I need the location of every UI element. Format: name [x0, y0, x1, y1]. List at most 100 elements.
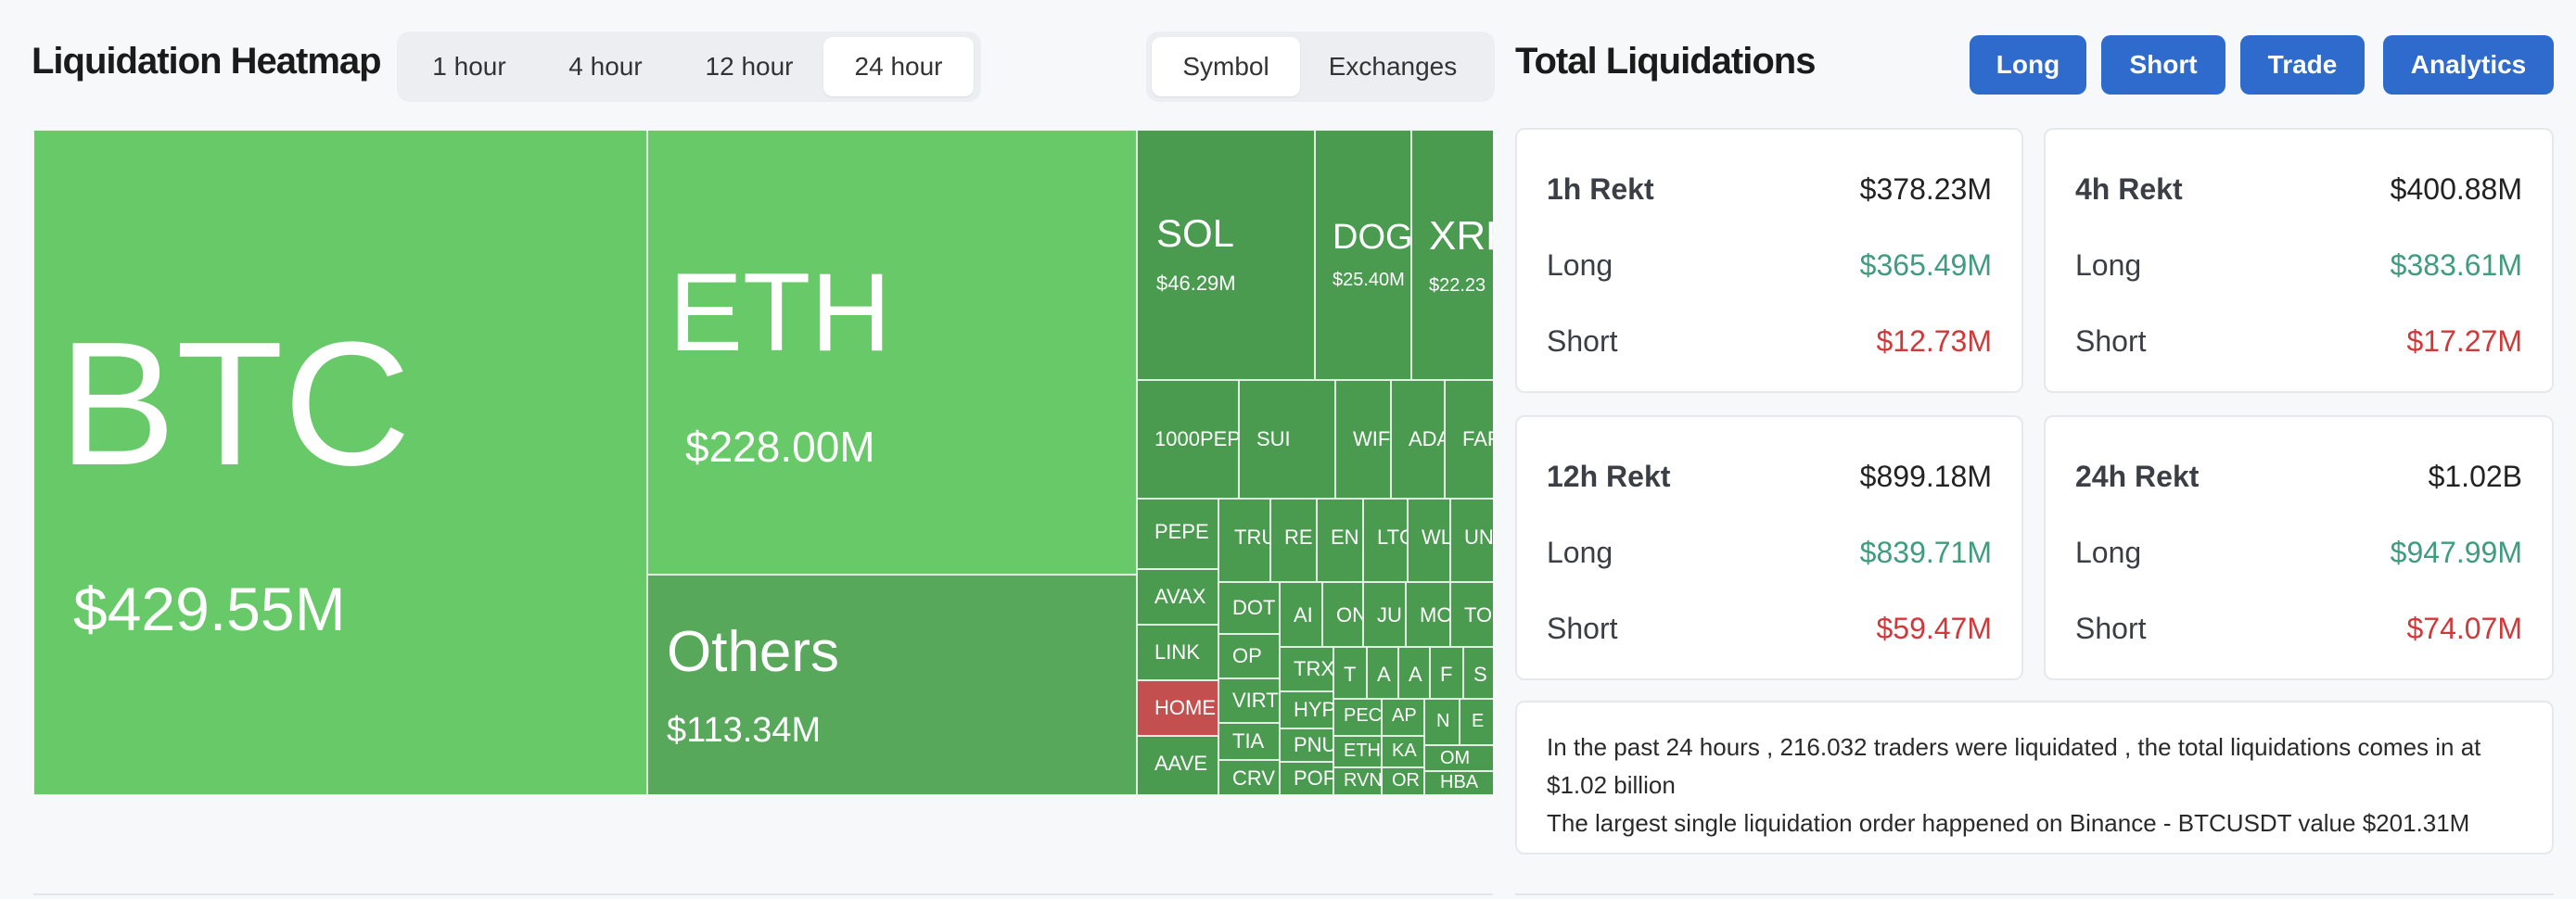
analytics-button[interactable]: Analytics [2383, 35, 2554, 95]
card-long-value: $383.61M [2390, 248, 2522, 282]
divider [1515, 893, 2554, 895]
heatmap-tile-tru[interactable]: TRU [1218, 499, 1270, 582]
heatmap-tile-n[interactable]: N [1424, 699, 1460, 745]
heatmap-tile-s[interactable]: S [1463, 647, 1493, 699]
tile-symbol: WIF [1353, 427, 1391, 450]
heatmap-tile-rvn[interactable]: RVN [1333, 767, 1382, 795]
heatmap-tile-wif[interactable]: WIF [1335, 380, 1391, 499]
tile-symbol: S [1473, 663, 1487, 686]
heatmap-tile-ltc[interactable]: LTC [1363, 499, 1408, 582]
heatmap-tile-eth[interactable]: ETH $228.00M [647, 130, 1137, 575]
heatmap-tile-un[interactable]: UN [1450, 499, 1493, 582]
heatmap-tile-f[interactable]: F [1430, 647, 1463, 699]
card-long-value: $839.71M [1859, 536, 1992, 569]
heatmap-tile-pnu[interactable]: PNU [1280, 728, 1333, 762]
divider [33, 893, 1493, 895]
heatmap-tile-xrp[interactable]: XRP $22.23 [1411, 130, 1493, 380]
card-total: $899.18M [1859, 460, 1992, 493]
card-short-value: $17.27M [2406, 324, 2522, 358]
heatmap-tile-pop[interactable]: POP [1280, 762, 1333, 795]
heatmap-tile-doge[interactable]: DOG $25.40M [1315, 130, 1411, 380]
tile-value: $25.40M [1333, 270, 1405, 290]
rekt-card-12h: 12h Rekt $899.18M Long $839.71M Short $5… [1515, 415, 2023, 680]
card-long-value: $947.99M [2390, 536, 2522, 569]
time-range-selector: 1 hour 4 hour 12 hour 24 hour [397, 32, 981, 102]
tile-symbol: PEPE [1154, 520, 1209, 543]
time-option-12h[interactable]: 12 hour [705, 52, 794, 81]
heatmap-tile-link[interactable]: LINK [1137, 625, 1218, 680]
heatmap-tile-ap[interactable]: AP [1382, 699, 1424, 736]
card-total: $400.88M [2390, 172, 2522, 206]
heatmap-tile-avax[interactable]: AVAX [1137, 569, 1218, 625]
card-short-value: $74.07M [2406, 612, 2522, 645]
heatmap-tile-pec[interactable]: PEC [1333, 699, 1382, 736]
heatmap-tile-on[interactable]: ON [1322, 582, 1363, 647]
view-option-exchanges[interactable]: Exchanges [1328, 52, 1458, 81]
time-option-1h[interactable]: 1 hour [432, 52, 506, 81]
heatmap-tile-a1[interactable]: A [1367, 647, 1398, 699]
heatmap-tile-hba[interactable]: HBA [1424, 771, 1493, 795]
heatmap-tile-dot[interactable]: DOT [1218, 582, 1280, 634]
summary-line-largest: The largest single liquidation order hap… [1547, 809, 2470, 837]
heatmap-tile-ju[interactable]: JU [1363, 582, 1406, 647]
short-button[interactable]: Short [2101, 35, 2225, 95]
tile-symbol: AAVE [1154, 752, 1208, 775]
heatmap-tile-a2[interactable]: A [1398, 647, 1430, 699]
heatmap-tile-op[interactable]: OP [1218, 634, 1280, 678]
tile-symbol: ON [1336, 603, 1362, 627]
tile-symbol: TIA [1232, 729, 1265, 753]
heatmap-tile-others[interactable]: Others $113.34M [647, 575, 1137, 795]
heatmap-tile-btc[interactable]: BTC $429.55M [33, 130, 647, 795]
tile-symbol: ADA [1409, 427, 1444, 450]
heatmap-tile-virt[interactable]: VIRT [1218, 678, 1280, 723]
heatmap-tile-re[interactable]: RE [1270, 499, 1317, 582]
time-option-24h[interactable]: 24 hour [823, 37, 974, 96]
long-button[interactable]: Long [1970, 35, 2086, 95]
time-option-4h[interactable]: 4 hour [568, 52, 643, 81]
heatmap-tile-crv[interactable]: CRV [1218, 760, 1280, 795]
heatmap-tile-wl[interactable]: WL [1408, 499, 1450, 582]
heatmap-tile-or[interactable]: OR [1382, 767, 1424, 795]
tile-symbol: AP [1392, 705, 1417, 726]
view-option-symbol[interactable]: Symbol [1152, 37, 1300, 96]
heatmap-tile-mo[interactable]: MO [1406, 582, 1450, 647]
heatmap-tile-t[interactable]: T [1333, 647, 1367, 699]
heatmap-tile-hyp[interactable]: HYP [1280, 691, 1333, 728]
tile-symbol: LINK [1154, 640, 1200, 664]
tile-value: $429.55M [73, 575, 346, 643]
tile-symbol: AI [1294, 603, 1313, 627]
heatmap-tile-sol[interactable]: SOL $46.29M [1137, 130, 1315, 380]
heatmap-tile-tia[interactable]: TIA [1218, 723, 1280, 760]
heatmap-tile-far[interactable]: FAR [1445, 380, 1493, 499]
heatmap-tile-eth-small[interactable]: ETH [1333, 736, 1382, 767]
heatmap-tile-1000pepe[interactable]: 1000PEP [1137, 380, 1239, 499]
trade-button[interactable]: Trade [2240, 35, 2365, 95]
tile-symbol: ETH [669, 250, 891, 374]
card-label: 24h Rekt [2075, 460, 2200, 493]
heatmap-tile-ka[interactable]: KA [1382, 736, 1424, 767]
heatmap-tile-sui[interactable]: SUI [1239, 380, 1335, 499]
heatmap-tile-aave[interactable]: AAVE [1137, 736, 1218, 795]
tile-symbol: POP [1294, 766, 1333, 790]
heatmap-tile-trx[interactable]: TRX [1280, 647, 1333, 691]
card-total: $378.23M [1859, 172, 1992, 206]
tile-symbol: UN [1464, 525, 1493, 549]
heatmap-tile-e[interactable]: E [1460, 699, 1493, 745]
tile-symbol: SOL [1156, 211, 1235, 255]
card-short-value: $59.47M [1876, 612, 1992, 645]
tile-symbol: BTC [58, 306, 411, 502]
heatmap-tile-ada[interactable]: ADA [1391, 380, 1445, 499]
heatmap-tile-to[interactable]: TO [1450, 582, 1493, 647]
tile-symbol: TRX [1294, 657, 1333, 680]
liquidation-summary: In the past 24 hours , 216.032 traders w… [1515, 701, 2554, 855]
heatmap-tile-om[interactable]: OM [1424, 745, 1493, 771]
heatmap-tile-en[interactable]: EN [1317, 499, 1363, 582]
long-label: Long [2075, 536, 2142, 569]
tile-symbol: TO [1464, 603, 1493, 627]
heatmap-tile-pepe[interactable]: PEPE [1137, 499, 1218, 569]
tile-symbol: RE [1284, 525, 1313, 549]
heatmap-tile-home[interactable]: HOME [1137, 680, 1218, 736]
short-label: Short [1547, 324, 1618, 358]
tile-symbol: DOT [1232, 596, 1276, 619]
heatmap-tile-ai[interactable]: AI [1280, 582, 1322, 647]
